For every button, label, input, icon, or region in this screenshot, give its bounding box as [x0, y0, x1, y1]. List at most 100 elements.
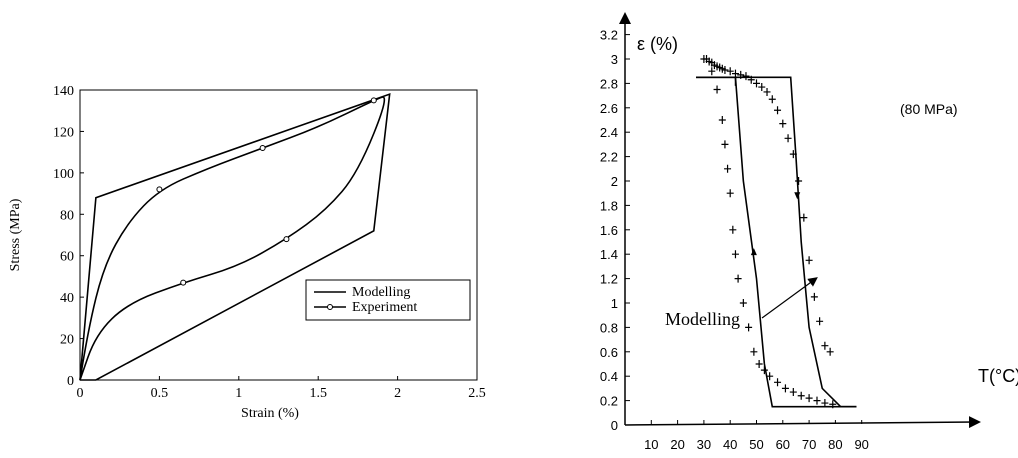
x-tick-label: 60	[776, 437, 790, 452]
experiment-cross-marker	[766, 372, 774, 381]
experiment-cross-marker	[734, 274, 742, 283]
load-annotation: (80 MPa)	[900, 101, 958, 117]
y-tick-label: 1	[611, 296, 618, 311]
y-tick-label: 2	[611, 174, 618, 189]
experiment-marker	[370, 97, 377, 104]
x-tick-label: 2	[394, 386, 401, 401]
y-tick-label: 60	[60, 250, 74, 265]
modelling-series-line	[79, 92, 391, 381]
y-axis-label: Stress (MPa)	[8, 198, 23, 271]
y-tick-label: 0.2	[600, 394, 618, 409]
experiment-cross-marker	[739, 299, 747, 307]
x-tick-label: 20	[670, 437, 684, 452]
experiment-cross-marker	[805, 256, 813, 265]
experiment-cross-marker	[800, 213, 808, 222]
experiment-cross-marker	[774, 378, 782, 387]
y-tick-label: 2.6	[600, 101, 618, 116]
stress-strain-chart: 0 0.5 1 1.5 2 2.5 0 20 40 60 80 100 120 140 Modelling…	[8, 84, 486, 421]
y-tick-label: 20	[60, 333, 74, 348]
experiment-cross-marker	[768, 95, 776, 104]
experiment-cross-marker	[810, 292, 818, 301]
x-tick-label: 30	[697, 437, 711, 452]
y-tick-label: 1.8	[600, 198, 618, 213]
experiment-cross-marker	[789, 388, 797, 397]
experiment-cross-marker	[826, 347, 834, 356]
experiment-cross-marker	[708, 67, 716, 76]
experiment-cross-marker	[821, 341, 829, 350]
experiment-marker	[283, 236, 290, 243]
y-tick-label: 120	[53, 125, 74, 140]
experiment-cross-marker	[753, 79, 760, 88]
x-tick-label: 70	[802, 437, 816, 452]
x-axis	[624, 416, 981, 429]
experiment-cross-marker	[755, 360, 763, 368]
legend-experiment-label: Experiment	[352, 300, 417, 315]
y-tick-label: 0.6	[600, 345, 618, 360]
experiment-cross-marker	[726, 67, 734, 76]
experiment-cross-marker	[784, 134, 792, 143]
y-tick-label: 100	[53, 167, 74, 182]
experiment-cross-marker	[816, 317, 824, 326]
x-tick-label: 80	[828, 437, 842, 452]
y-tick-label: 2.2	[600, 150, 618, 165]
experiment-cross-marker	[737, 70, 745, 79]
experiment-cross-marker	[724, 164, 732, 173]
experiment-marker	[156, 186, 163, 193]
y-tick-label: 40	[60, 291, 74, 306]
y-tick-label: 2.4	[600, 125, 618, 140]
experiment-cross-marker	[813, 396, 821, 405]
experiment-cross-marker	[731, 250, 739, 259]
experiment-cross-marker	[729, 225, 737, 234]
x-tick-label: 0.5	[151, 386, 169, 401]
experiment-cross-marker	[745, 323, 753, 332]
y-tick-label: 3.2	[600, 28, 618, 43]
cooling-direction-arrow	[750, 248, 757, 256]
x-tick-label: 1.5	[309, 386, 327, 401]
plot-frame	[79, 89, 478, 381]
x-tick-label: 0	[77, 386, 84, 401]
y-tick-label: 1.6	[600, 223, 618, 238]
experiment-series-line	[79, 96, 386, 381]
experiment-cross-marker	[797, 391, 805, 400]
x-tick-label: 2.5	[468, 386, 486, 401]
modelling-annotation: Modelling	[665, 309, 740, 329]
experiment-cross-marker	[726, 189, 734, 198]
heating-direction-arrow	[794, 192, 801, 200]
y-axis-label: ε (%)	[637, 34, 678, 54]
x-tick-label: 10	[644, 437, 658, 452]
y-tick-label: 1.4	[600, 247, 618, 262]
x-tick-label: 40	[723, 437, 737, 452]
experiment-cross-marker	[779, 119, 787, 128]
y-tick-label: 1.2	[600, 272, 618, 287]
experiment-cross-marker	[763, 87, 771, 96]
experiment-cross-marker	[805, 394, 813, 403]
experiment-cross-marker	[781, 384, 789, 393]
y-tick-label: 0	[67, 374, 74, 389]
experiment-marker	[259, 145, 266, 151]
experiment-cross-marker	[747, 75, 755, 84]
experiment-cross-marker	[718, 116, 726, 124]
strain-temperature-chart: 10 20 30 40 50 60 70 80 90 0 0.2 0.4 0.6 0.8 1 1.2 1.4 1.…	[600, 12, 1018, 452]
experiment-cross-marker	[721, 65, 729, 74]
experiment-cross-marker	[821, 399, 829, 408]
x-tick-label: 1	[235, 386, 242, 401]
x-tick-label: 50	[749, 437, 763, 452]
x-axis-label: T(°C)	[978, 366, 1018, 386]
modelling-annotation-arrow	[761, 277, 818, 319]
experiment-cross-marker	[758, 83, 766, 92]
experiment-cross-marker	[721, 140, 729, 149]
experiment-cross-marker	[731, 69, 739, 78]
experiment-cross-marker	[829, 400, 837, 409]
legend: Modelling Experiment	[305, 279, 471, 321]
y-tick-label: 140	[53, 84, 74, 99]
experiment-cross-marker	[774, 106, 782, 115]
x-axis-label: Strain (%)	[241, 406, 299, 421]
experiment-cross-marker	[760, 366, 768, 375]
x-tick-label: 90	[854, 437, 868, 452]
modelling-curve	[696, 76, 857, 408]
experiment-cross-marker	[750, 347, 758, 356]
y-tick-label: 0	[611, 418, 618, 433]
legend-modelling-label: Modelling	[352, 285, 410, 300]
experiment-cross-marker	[713, 85, 721, 94]
modelling-curve	[696, 76, 857, 408]
